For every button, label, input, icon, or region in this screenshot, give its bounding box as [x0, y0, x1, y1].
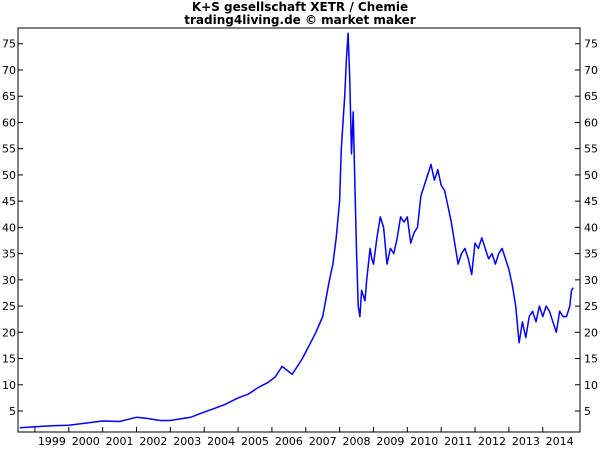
x-tick-label: 2004 — [207, 435, 235, 448]
x-tick-label: 2011 — [444, 435, 472, 448]
y-tick-label-left: 55 — [2, 143, 16, 156]
y-tick-label-left: 10 — [2, 379, 16, 392]
y-tick-label-left: 15 — [2, 353, 16, 366]
x-tick-label: 1999 — [38, 435, 66, 448]
x-tick-label: 2007 — [309, 435, 337, 448]
x-tick-label: 2001 — [106, 435, 134, 448]
y-tick-label-right: 15 — [584, 353, 598, 366]
y-tick-label-right: 20 — [584, 326, 598, 339]
y-tick-label-left: 45 — [2, 195, 16, 208]
x-tick-label: 2005 — [241, 435, 269, 448]
x-tick-label: 2002 — [139, 435, 167, 448]
plot-frame — [17, 27, 581, 433]
x-tick-label: 2013 — [512, 435, 540, 448]
y-tick-label-right: 70 — [584, 64, 598, 77]
x-tick-label: 2000 — [72, 435, 100, 448]
y-tick-label-right: 25 — [584, 300, 598, 313]
y-tick-label-right: 10 — [584, 379, 598, 392]
x-tick-label: 2012 — [478, 435, 506, 448]
y-tick-label-left: 5 — [9, 405, 16, 418]
y-tick-label-left: 25 — [2, 300, 16, 313]
y-tick-label-right: 65 — [584, 90, 598, 103]
y-tick-label-left: 40 — [2, 221, 16, 234]
price-series-line — [19, 32, 574, 429]
chart-title: K+S gesellschaft XETR / Chemie — [191, 0, 409, 14]
y-tick-label-right: 45 — [584, 195, 598, 208]
x-tick-label: 2006 — [275, 435, 303, 448]
chart-subtitle: trading4living.de © market maker — [184, 13, 416, 27]
y-tick-label-right: 5 — [584, 405, 591, 418]
y-tick-label-right: 60 — [584, 116, 598, 129]
y-tick-label-left: 75 — [2, 38, 16, 51]
y-tick-label-left: 65 — [2, 90, 16, 103]
y-tick-label-right: 30 — [584, 274, 598, 287]
y-tick-label-left: 35 — [2, 248, 16, 261]
y-tick-label-right: 35 — [584, 248, 598, 261]
x-tick-label: 2010 — [410, 435, 438, 448]
y-tick-label-right: 75 — [584, 38, 598, 51]
y-tick-label-left: 30 — [2, 274, 16, 287]
x-tick-label: 2014 — [546, 435, 574, 448]
y-tick-label-left: 70 — [2, 64, 16, 77]
x-tick-label: 2003 — [173, 435, 201, 448]
y-tick-label-left: 60 — [2, 116, 16, 129]
y-tick-label-right: 55 — [584, 143, 598, 156]
y-tick-label-left: 50 — [2, 169, 16, 182]
y-tick-label-right: 40 — [584, 221, 598, 234]
x-tick-label: 2008 — [343, 435, 371, 448]
y-tick-label-left: 20 — [2, 326, 16, 339]
x-tick-label: 2009 — [376, 435, 404, 448]
y-tick-label-right: 50 — [584, 169, 598, 182]
